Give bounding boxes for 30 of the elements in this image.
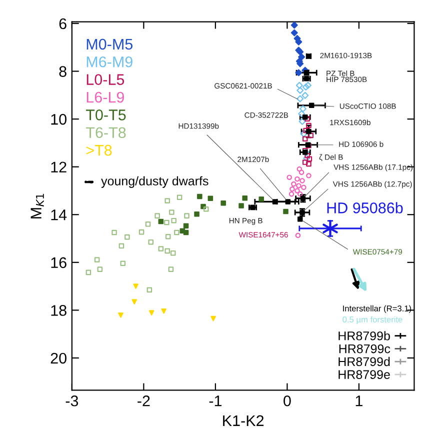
y-tick-label: 10 [51,114,66,125]
x-tick-label: -2 [138,395,150,406]
x-tick-label: 1 [356,396,362,406]
text: T6-T8 [86,127,126,138]
annotation: 0.5 µm forsterite [342,316,402,324]
text: >T8 [86,144,112,156]
series-label: HD 95086b [327,202,403,214]
x-tick-label: -3 [66,395,78,406]
text: M0-M5 [86,38,133,50]
legend-label: HR8799e [338,370,390,379]
y-tick-label: 20 [50,352,66,364]
y-tick-label: 14 [51,210,67,220]
y-tick-label: 12 [51,162,66,172]
y-tick-label: 8 [59,66,66,77]
x-axis-title: K1-K2 [223,415,264,426]
legend-label: HR8799b [338,331,390,340]
y-tick-label: 6 [59,18,66,30]
annotation: young/dusty dwarfs [101,176,208,188]
annotation: Interstellar (R=3.1) [343,305,412,314]
y-axis-title: M$_{K1}$ [30,194,44,218]
text: M6-M9 [86,56,132,68]
y-tick-label: 16 [51,257,66,268]
text: L6-L9 [86,92,124,103]
y-tick-label: 18 [51,305,66,316]
text: T0-T5 [86,110,126,120]
text: L0-L5 [86,74,124,85]
x-tick-label: -1 [209,396,222,406]
x-tick-label: 0 [284,395,291,406]
legend-label: HR8799c [339,344,390,354]
legend-label: HR8799d [338,356,390,366]
